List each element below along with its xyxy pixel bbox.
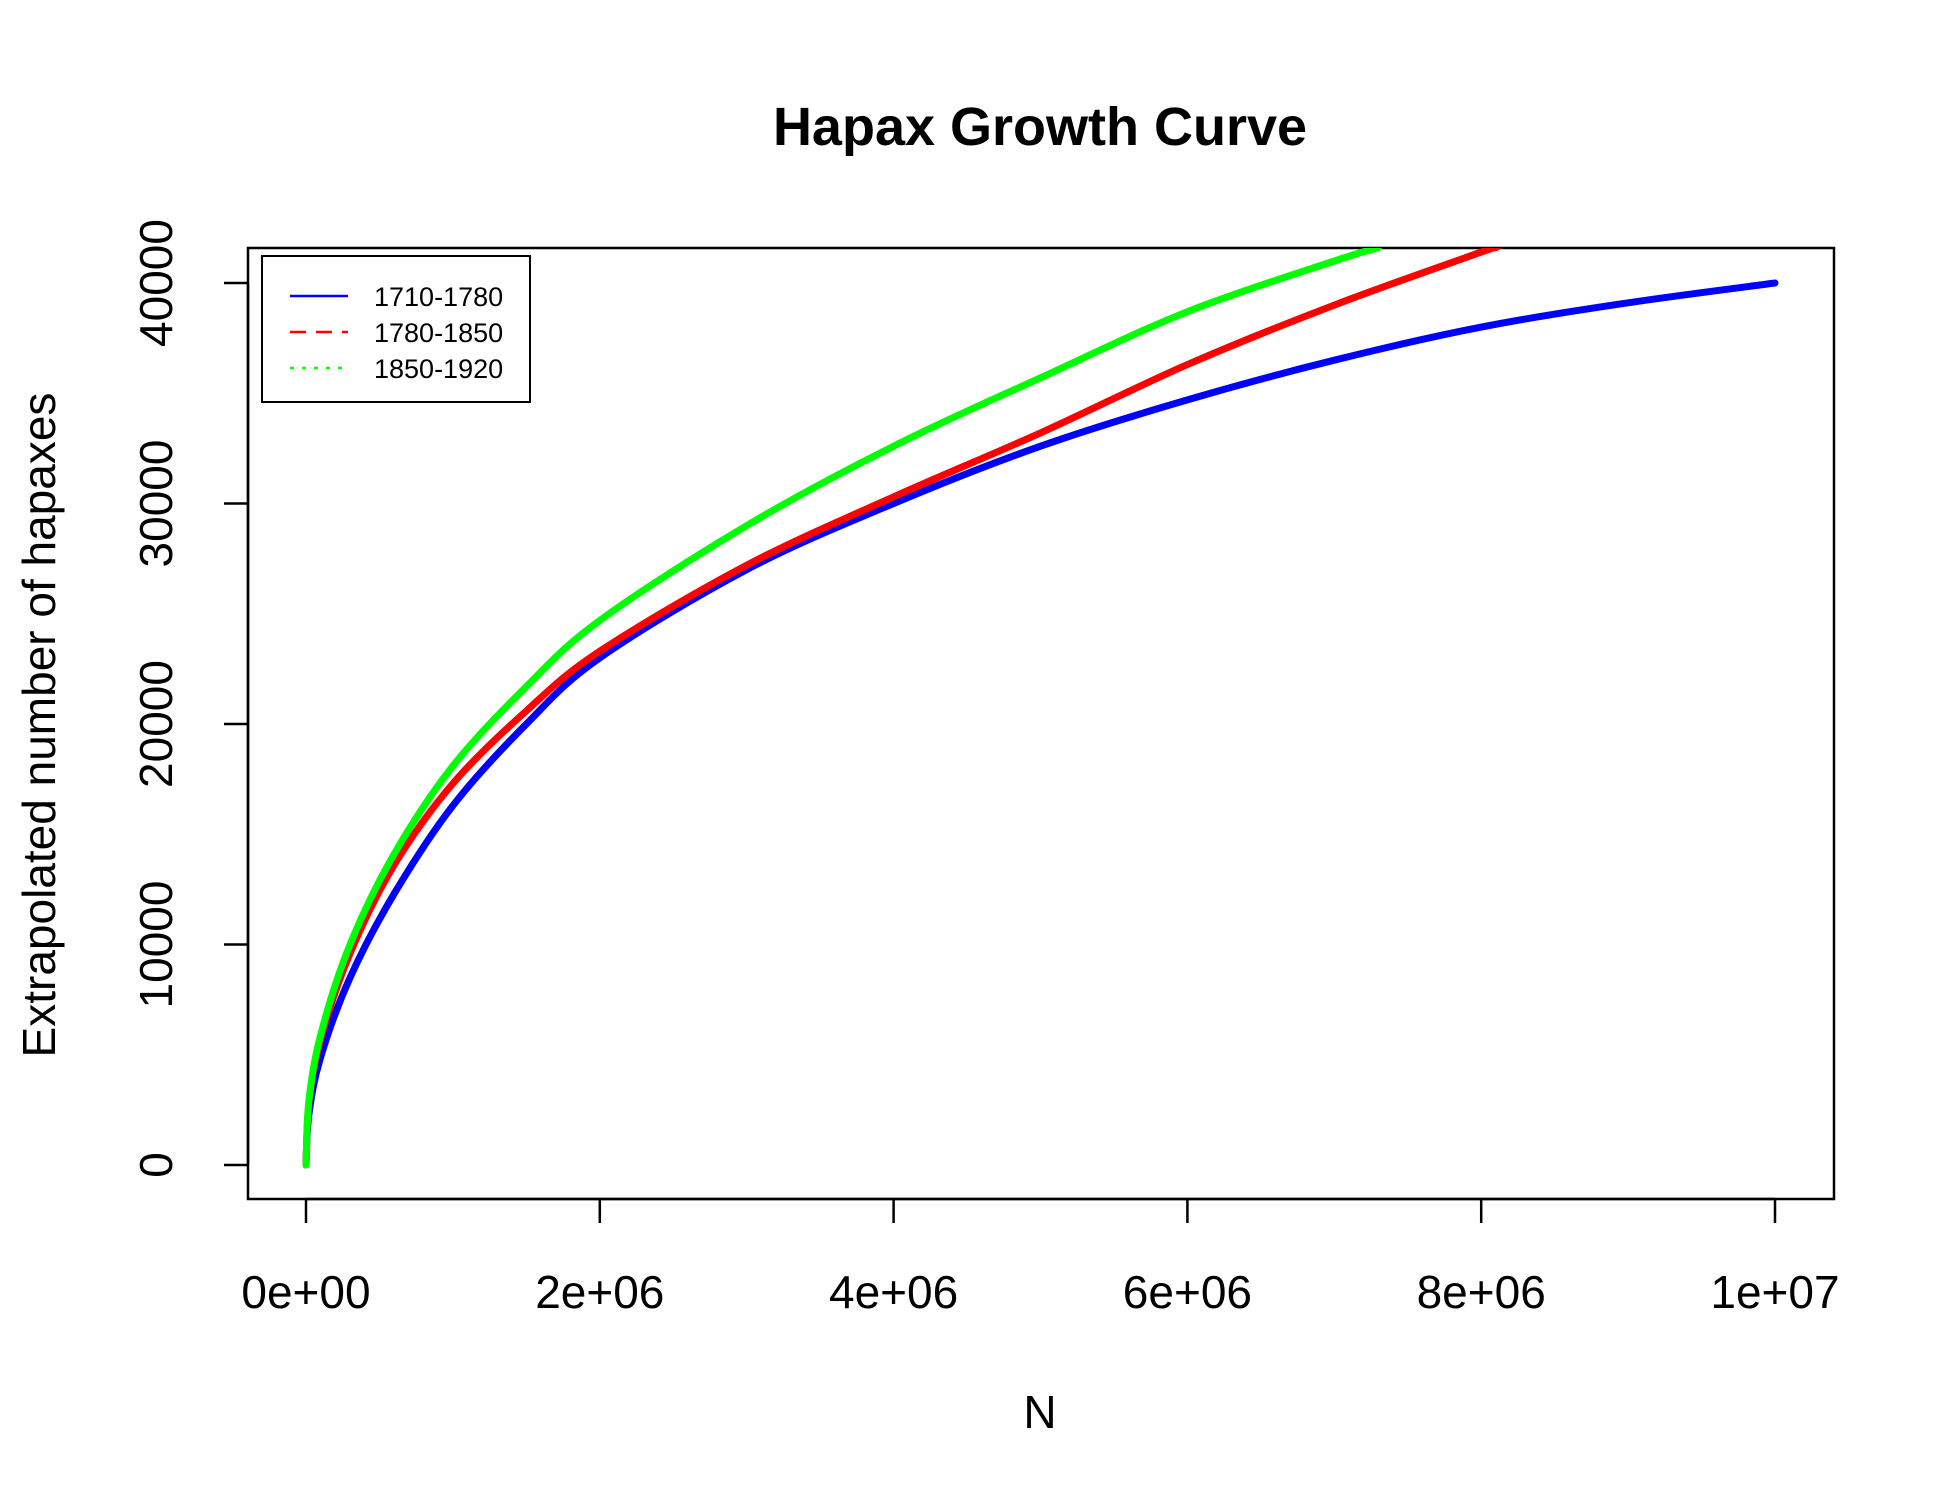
legend-label: 1710-1780 bbox=[374, 282, 503, 312]
x-tick-label: 8e+06 bbox=[1417, 1266, 1546, 1318]
x-tick-label: 4e+06 bbox=[829, 1266, 958, 1318]
series-line-1710-1780 bbox=[302, 279, 1779, 1169]
x-axis-label: N bbox=[1023, 1386, 1056, 1438]
legend-label: 1850-1920 bbox=[374, 354, 503, 384]
y-tick-label: 0 bbox=[130, 1152, 182, 1178]
series-layer bbox=[302, 248, 1779, 1169]
x-tick-label: 0e+00 bbox=[241, 1266, 370, 1318]
x-tick-label: 2e+06 bbox=[535, 1266, 664, 1318]
x-tick-label: 6e+06 bbox=[1123, 1266, 1252, 1318]
legend-box bbox=[261, 255, 531, 403]
series-line-1850-1920 bbox=[302, 248, 1382, 1169]
legend: 1710-1780 1780-1850 1850-1920 bbox=[261, 255, 531, 403]
y-tick-label: 20000 bbox=[130, 660, 182, 788]
y-tick-label: 30000 bbox=[130, 440, 182, 568]
y-axis: 0 10000 20000 30000 40000 bbox=[130, 219, 250, 1178]
x-axis: 0e+00 2e+06 4e+06 6e+06 8e+06 1e+07 bbox=[241, 1197, 1840, 1318]
y-axis-label: Extrapolated number of hapaxes bbox=[13, 393, 65, 1058]
x-tick-label: 1e+07 bbox=[1710, 1266, 1839, 1318]
chart-title: Hapax Growth Curve bbox=[773, 97, 1307, 157]
y-tick-label: 10000 bbox=[130, 881, 182, 1009]
y-tick-label: 40000 bbox=[130, 219, 182, 347]
legend-label: 1780-1850 bbox=[374, 318, 503, 348]
